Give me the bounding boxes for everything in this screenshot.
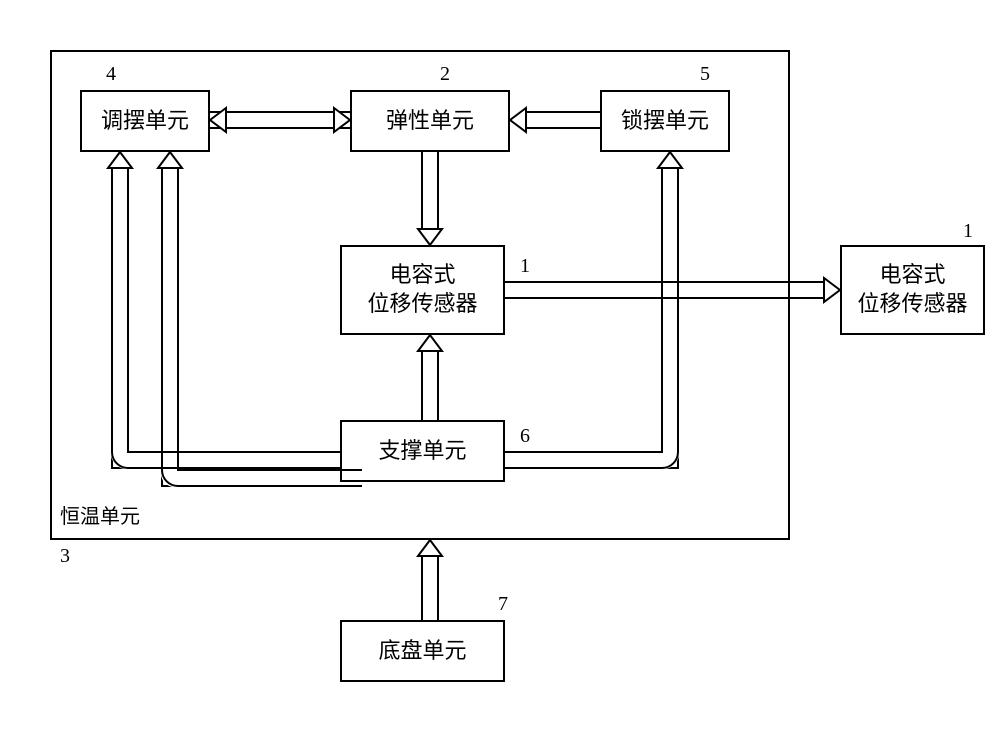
chassis-box: 底盘单元 <box>340 620 505 682</box>
sensor-inner-line2: 位移传感器 <box>367 290 477 319</box>
elastic-box: 弹性单元 <box>350 90 510 152</box>
pendulum-lock-text: 锁摆单元 <box>621 107 709 136</box>
elastic-num: 2 <box>440 63 450 86</box>
chassis-text: 底盘单元 <box>378 637 466 666</box>
sensor-inner-line1: 电容式 <box>389 261 455 290</box>
sensor-outer-line2: 位移传感器 <box>857 290 967 319</box>
pendulum-adjust-text: 调摆单元 <box>101 107 189 136</box>
sensor-inner-box: 电容式 位移传感器 <box>340 245 505 335</box>
support-num: 6 <box>520 425 530 448</box>
pendulum-lock-num: 5 <box>700 63 710 86</box>
support-box: 支撑单元 <box>340 420 505 482</box>
elastic-text: 弹性单元 <box>386 107 474 136</box>
sensor-outer-box: 电容式 位移传感器 <box>840 245 985 335</box>
chassis-num: 7 <box>498 593 508 616</box>
sensor-inner-num: 1 <box>520 255 530 278</box>
thermostat-num: 3 <box>60 545 70 568</box>
thermostat-label: 恒温单元 <box>60 500 140 529</box>
support-text: 支撑单元 <box>378 437 466 466</box>
pendulum-lock-box: 锁摆单元 <box>600 90 730 152</box>
arrow-chassis-thermostat <box>418 540 442 620</box>
pendulum-adjust-num: 4 <box>106 63 116 86</box>
sensor-outer-num: 1 <box>963 220 973 243</box>
sensor-outer-line1: 电容式 <box>879 261 945 290</box>
pendulum-adjust-box: 调摆单元 <box>80 90 210 152</box>
